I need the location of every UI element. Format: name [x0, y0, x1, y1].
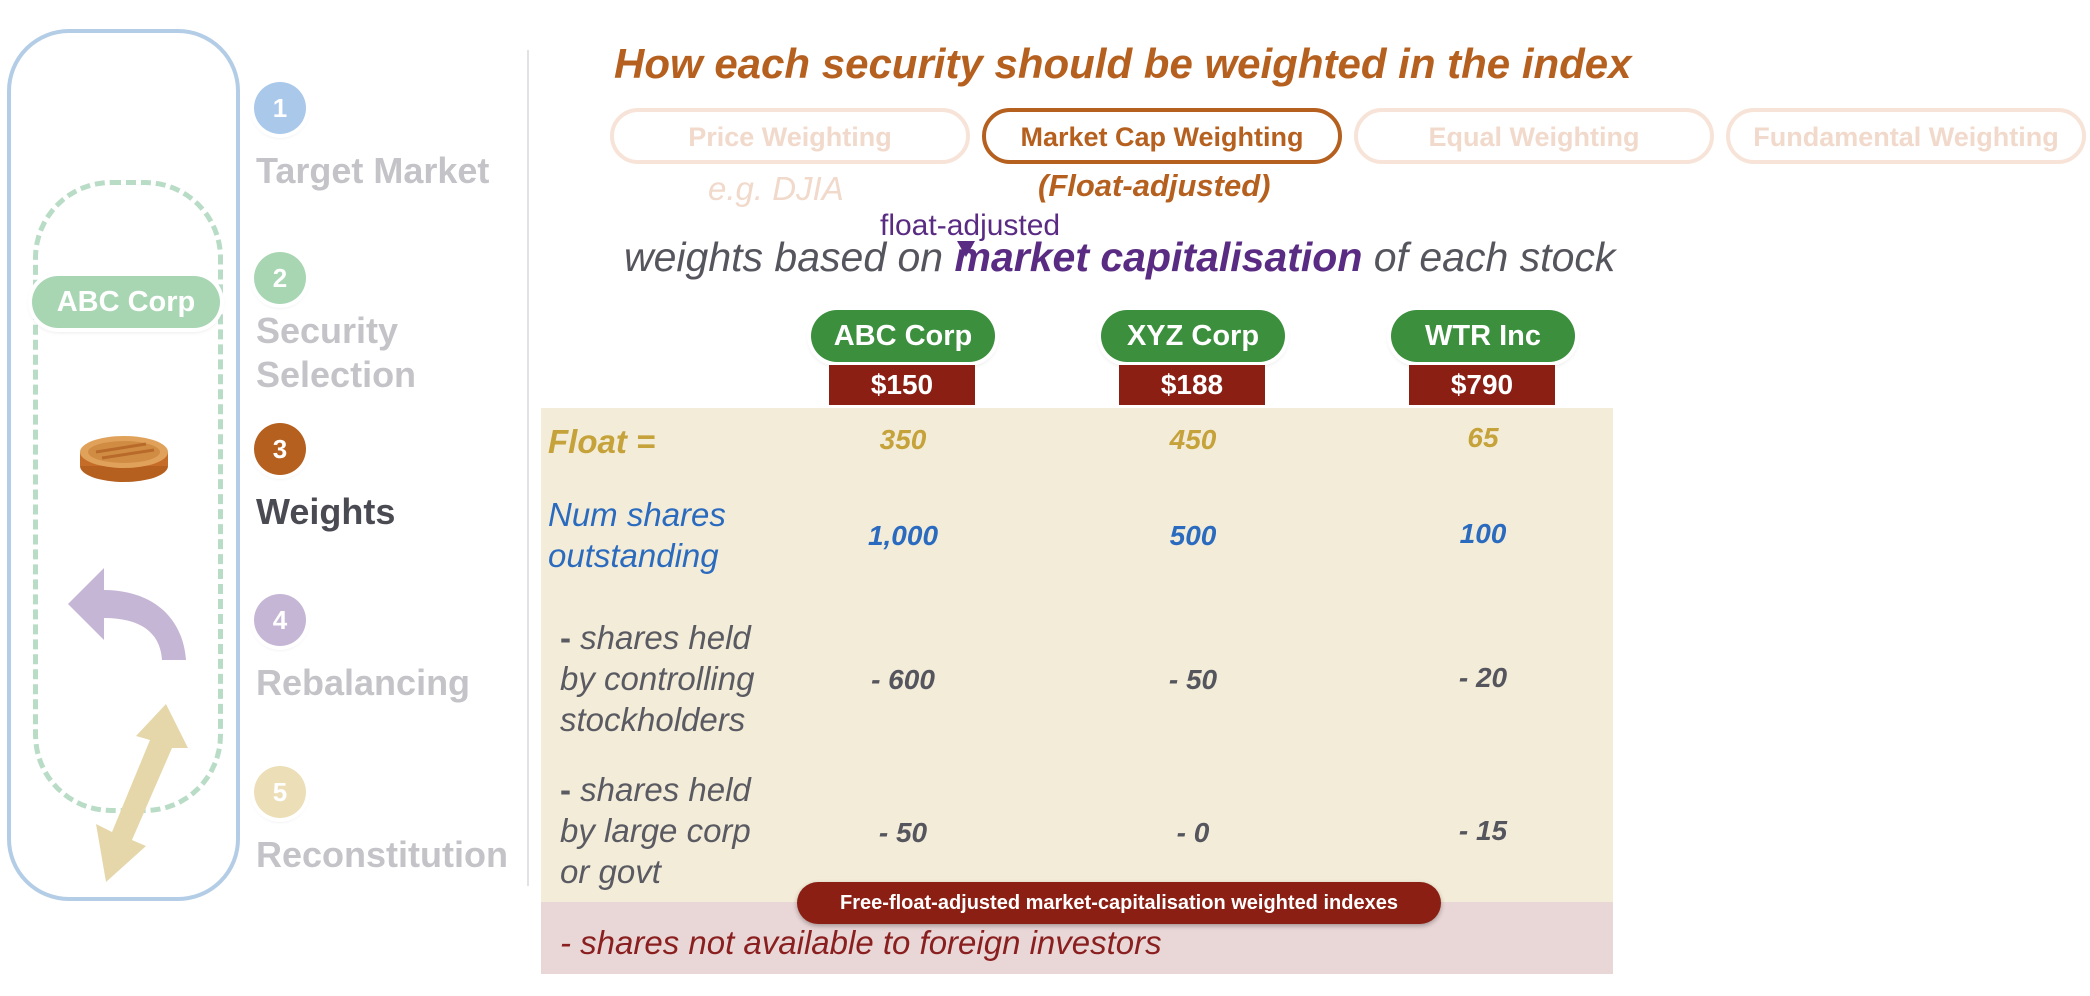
abc-shares-value: 1,000 [867, 520, 939, 551]
abc-controlling-value: - 600 [871, 664, 935, 695]
step-1-label: Target Market [256, 150, 490, 191]
process-frame [7, 29, 240, 901]
abc-float-value: 350 [879, 424, 927, 455]
controlling-dash: - [560, 619, 571, 656]
xyz-controlling-value: - 50 [1168, 664, 1218, 695]
step-1-badge: 1 [254, 82, 306, 134]
double-arrow-icon [96, 704, 188, 882]
sentence-prefix: weights based on [624, 234, 955, 280]
vertical-divider [527, 50, 529, 886]
large-corp-row-label: - shares held by large corp or govt [560, 769, 751, 892]
coin-icon [80, 436, 168, 482]
sentence-emphasis: market capitalisation [954, 234, 1363, 280]
xyz-float-value: 450 [1169, 424, 1217, 455]
company-abc-price: $150 [829, 365, 975, 405]
abc-large-corp-value: - 50 [878, 817, 928, 848]
controlling-row-label: - shares held by controlling stockholder… [560, 617, 754, 740]
xyz-large-corp-value: - 0 [1176, 817, 1210, 848]
wtr-shares-value: 100 [1459, 518, 1507, 549]
step-5-label: Reconstitution [256, 834, 508, 875]
step-4-badge: 4 [254, 594, 306, 646]
step-2-badge: 2 [254, 252, 306, 304]
step-2-label-line1: Security [256, 310, 399, 351]
step-2-label-line2: Selection [256, 354, 417, 395]
num-shares-line1: Num shares [548, 496, 726, 533]
wtr-controlling-value: - 20 [1458, 662, 1508, 693]
page-title: How each security should be weighted in … [614, 40, 1632, 87]
weights-sentence: weights based on market capitalisation o… [624, 234, 1615, 281]
company-xyz-price: $188 [1119, 365, 1265, 405]
company-abc-badge: ABC Corp [811, 310, 995, 362]
large-corp-line2: by large corp [560, 812, 751, 849]
market-cap-weighting-option: Market Cap Weighting [982, 108, 1342, 164]
step-3-label: Weights [256, 491, 396, 532]
large-corp-line1: shares held [571, 771, 751, 808]
free-float-index-badge: Free-float-adjusted market-capitalisatio… [797, 882, 1441, 924]
large-corp-dash: - [560, 771, 571, 808]
float-row-label: Float = [548, 423, 656, 460]
xyz-shares-value: 500 [1169, 520, 1217, 551]
num-shares-row-label: Num shares outstanding [548, 494, 726, 576]
company-xyz-badge: XYZ Corp [1101, 310, 1285, 362]
market-cap-note: (Float-adjusted) [1038, 168, 1271, 203]
controlling-line2: by controlling [560, 660, 755, 697]
fundamental-weighting-option: Fundamental Weighting [1726, 108, 2086, 164]
controlling-line3: stockholders [560, 701, 746, 738]
step-3-badge: 3 [254, 423, 306, 475]
step-4-label: Rebalancing [256, 662, 471, 703]
insert-caret-icon [957, 241, 975, 257]
equal-weighting-option: Equal Weighting [1354, 108, 1714, 164]
large-corp-line3: or govt [560, 853, 661, 890]
selected-security-badge: ABC Corp [32, 276, 220, 328]
price-weighting-example: e.g. DJIA [708, 170, 844, 207]
wtr-large-corp-value: - 15 [1458, 815, 1508, 846]
float-table [541, 408, 1613, 902]
sentence-suffix: of each stock [1362, 234, 1616, 280]
step-5-badge: 5 [254, 766, 306, 818]
num-shares-line2: outstanding [548, 537, 719, 574]
company-wtr-badge: WTR Inc [1391, 310, 1575, 362]
price-weighting-option: Price Weighting [610, 108, 970, 164]
foreign-investors-label: - shares not available to foreign invest… [560, 924, 1162, 961]
wtr-float-value: 65 [1467, 422, 1499, 453]
controlling-line1: shares held [571, 619, 751, 656]
back-arrow-icon [68, 568, 186, 660]
company-wtr-price: $790 [1409, 365, 1555, 405]
float-adjusted-annotation: float-adjusted [880, 209, 1061, 242]
